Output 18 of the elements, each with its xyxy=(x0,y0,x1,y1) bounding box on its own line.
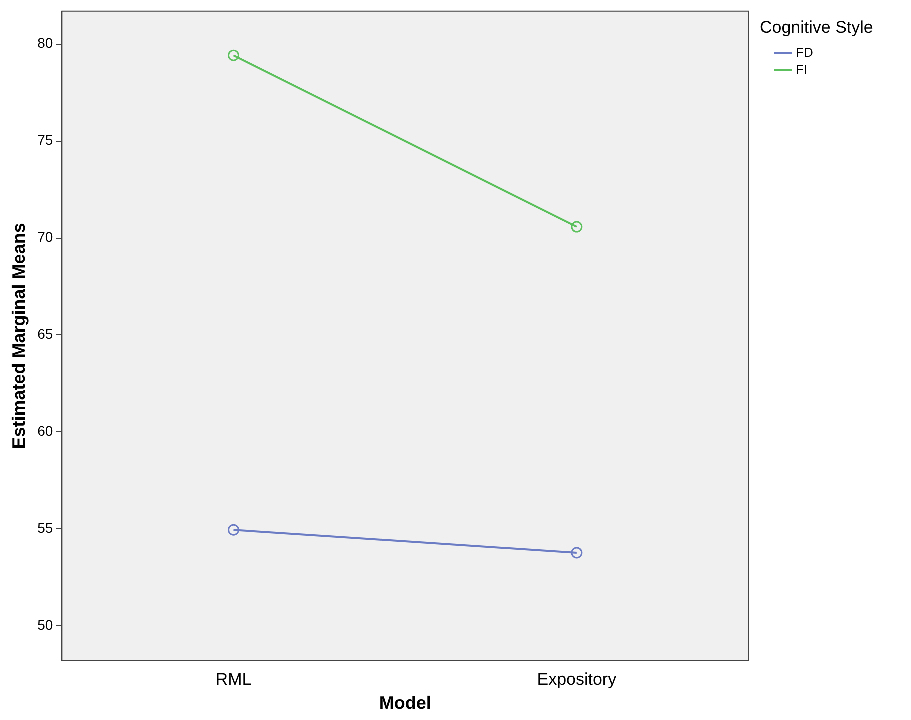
point xyxy=(228,50,240,62)
y-tick-label: 80 xyxy=(38,35,54,52)
y-tick-label: 60 xyxy=(38,423,54,440)
legend-title: Cognitive Style xyxy=(760,18,874,38)
legend-label: FD xyxy=(796,45,814,60)
point xyxy=(571,547,583,559)
legend-label: FI xyxy=(796,62,808,77)
y-tick-label: 55 xyxy=(38,520,54,536)
point xyxy=(571,221,583,233)
y-tick-label: 50 xyxy=(38,616,54,633)
y-axis-title: Estimated Marginal Means xyxy=(8,223,29,450)
y-tick-label: 70 xyxy=(38,229,54,246)
y-tick-label: 75 xyxy=(38,132,54,148)
x-tick-label: Expository xyxy=(537,670,618,689)
y-tick-label: 65 xyxy=(38,326,54,342)
x-axis-title: Model xyxy=(379,693,432,714)
point xyxy=(228,524,240,536)
x-tick-label: RML xyxy=(216,670,252,689)
